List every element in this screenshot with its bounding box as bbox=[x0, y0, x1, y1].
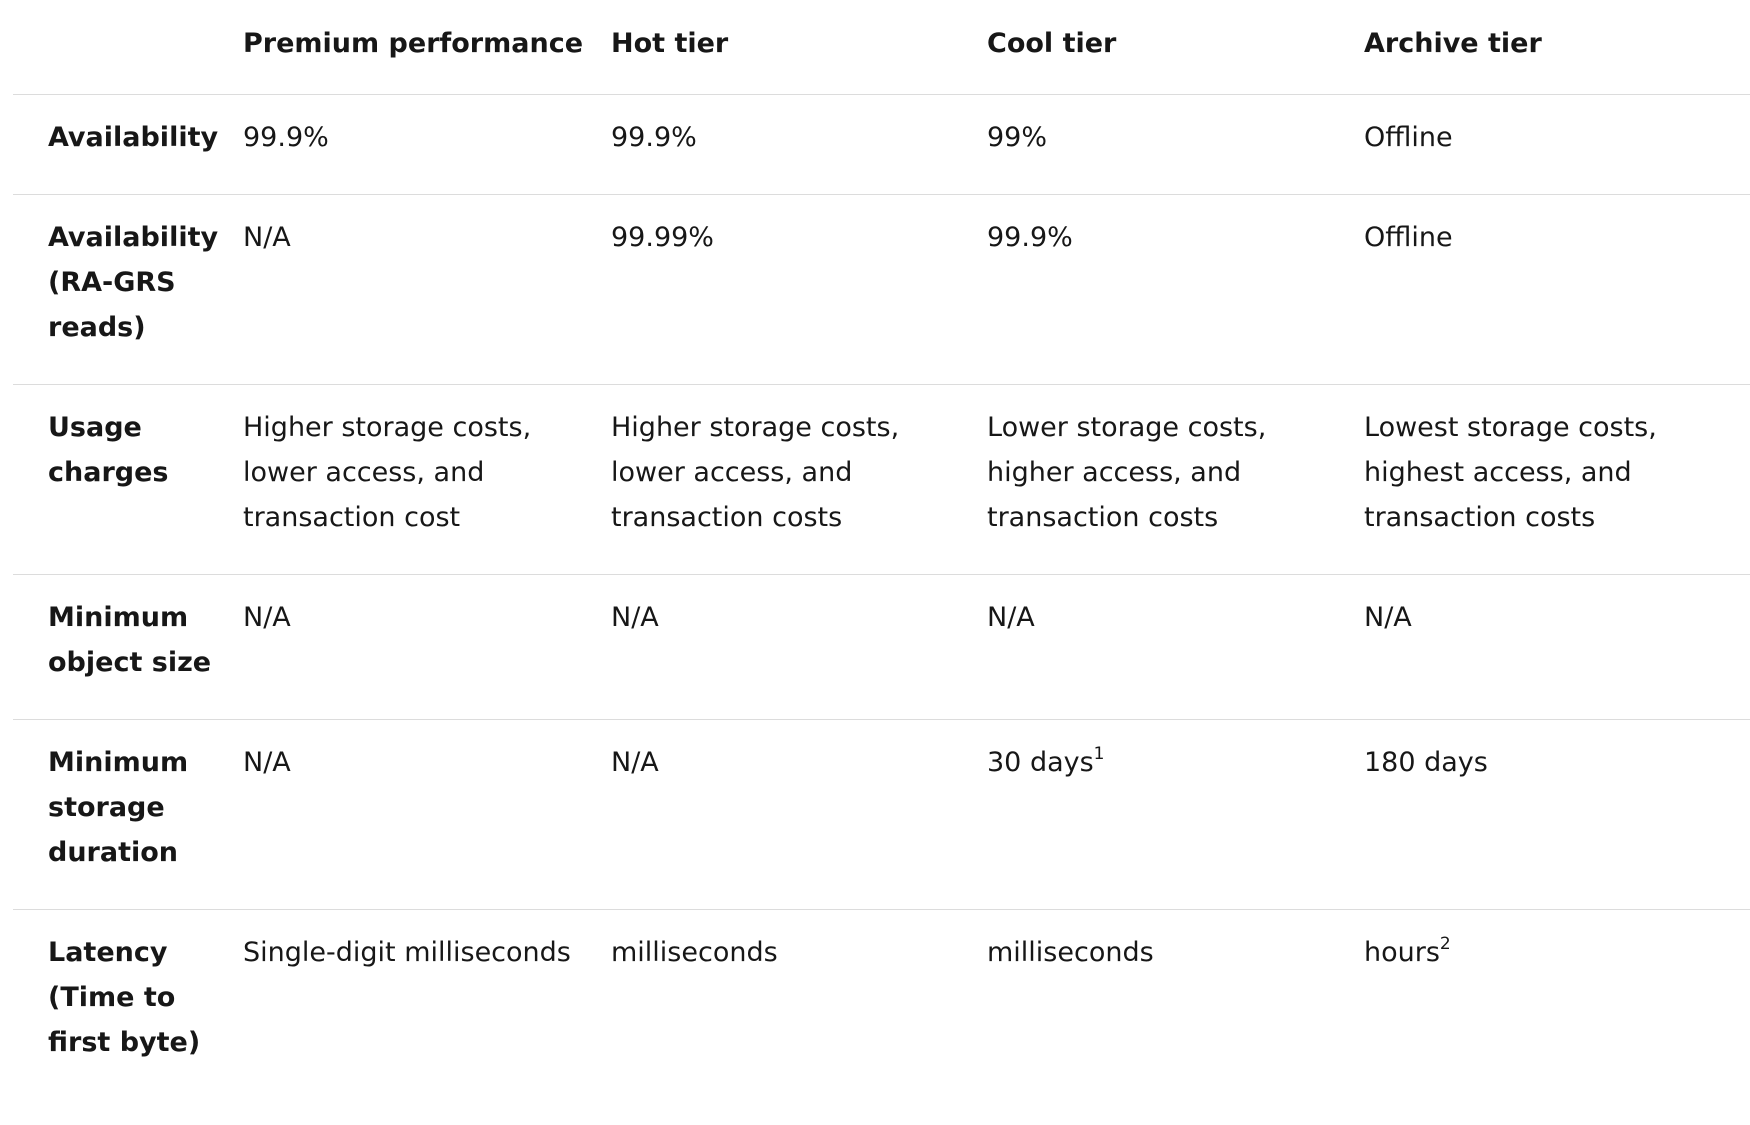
row-label: Availability bbox=[48, 122, 219, 153]
table-row-latency: Latency (Time to first byte) Single-digi… bbox=[13, 910, 1750, 1091]
cell-hot: Higher storage costs, lower access, and … bbox=[611, 385, 987, 575]
row-label: Usage charges bbox=[48, 412, 169, 488]
cell-text: Higher storage costs, lower access, and … bbox=[611, 412, 900, 533]
header-hot-tier: Hot tier bbox=[611, 0, 987, 95]
cell-text: Lowest storage costs, highest access, an… bbox=[1364, 412, 1657, 533]
cell-text: 180 days bbox=[1364, 747, 1488, 778]
cell-text: Higher storage costs, lower access, and … bbox=[243, 412, 532, 533]
cell-hot: N/A bbox=[611, 720, 987, 910]
footnote-marker: 1 bbox=[1093, 744, 1105, 764]
cell-text: N/A bbox=[243, 222, 291, 253]
cell-text: Offline bbox=[1364, 122, 1453, 153]
cell-archive: Offline bbox=[1364, 195, 1750, 385]
cell-premium: 99.9% bbox=[243, 95, 611, 195]
cell-text: 99.9% bbox=[243, 122, 329, 153]
footnote-marker: 2 bbox=[1439, 934, 1451, 954]
cell-text: milliseconds bbox=[987, 937, 1154, 968]
cell-archive: Offline bbox=[1364, 95, 1750, 195]
cell-cool: milliseconds bbox=[987, 910, 1364, 1091]
cell-text: 99.9% bbox=[987, 222, 1073, 253]
table-row-availability-ra-grs: Availability (RA-GRS reads) N/A 99.99% 9… bbox=[13, 195, 1750, 385]
cell-premium: N/A bbox=[243, 195, 611, 385]
cell-premium: N/A bbox=[243, 720, 611, 910]
cell-text: N/A bbox=[611, 602, 659, 633]
table-row-minimum-storage-duration: Minimum storage duration N/A N/A 30 days… bbox=[13, 720, 1750, 910]
cell-archive: N/A bbox=[1364, 575, 1750, 720]
cell-cool: 99% bbox=[987, 95, 1364, 195]
cell-text: 99.99% bbox=[611, 222, 714, 253]
header-cool-tier: Cool tier bbox=[987, 0, 1364, 95]
cell-text: hours bbox=[1364, 937, 1440, 968]
cell-archive: Lowest storage costs, highest access, an… bbox=[1364, 385, 1750, 575]
table-row-minimum-object-size: Minimum object size N/A N/A N/A N/A bbox=[13, 575, 1750, 720]
cell-text: Offline bbox=[1364, 222, 1453, 253]
header-corner bbox=[13, 0, 243, 95]
cell-hot: 99.9% bbox=[611, 95, 987, 195]
cell-text: milliseconds bbox=[611, 937, 778, 968]
cell-hot: milliseconds bbox=[611, 910, 987, 1091]
cell-text: 30 days bbox=[987, 747, 1094, 778]
row-label: Availability (RA-GRS reads) bbox=[48, 222, 219, 343]
cell-premium: Single-digit milliseconds bbox=[243, 910, 611, 1091]
table-header: Premium performance Hot tier Cool tier A… bbox=[13, 0, 1750, 95]
table-body: Availability 99.9% 99.9% 99% Offline Ava… bbox=[13, 95, 1750, 1091]
cell-cool: N/A bbox=[987, 575, 1364, 720]
cell-hot: N/A bbox=[611, 575, 987, 720]
cell-cool: Lower storage costs, higher access, and … bbox=[987, 385, 1364, 575]
cell-text: N/A bbox=[1364, 602, 1412, 633]
storage-tiers-comparison-table: Premium performance Hot tier Cool tier A… bbox=[13, 0, 1750, 1090]
table-row-usage-charges: Usage charges Higher storage costs, lowe… bbox=[13, 385, 1750, 575]
cell-text: N/A bbox=[243, 747, 291, 778]
cell-text: N/A bbox=[243, 602, 291, 633]
cell-text: 99% bbox=[987, 122, 1048, 153]
cell-text: Lower storage costs, higher access, and … bbox=[987, 412, 1267, 533]
header-row: Premium performance Hot tier Cool tier A… bbox=[13, 0, 1750, 95]
cell-text: 99.9% bbox=[611, 122, 697, 153]
cell-archive: 180 days bbox=[1364, 720, 1750, 910]
cell-text: Single-digit milliseconds bbox=[243, 937, 571, 968]
cell-cool: 30 days1 bbox=[987, 720, 1364, 910]
cell-premium: Higher storage costs, lower access, and … bbox=[243, 385, 611, 575]
row-label: Latency (Time to first byte) bbox=[48, 937, 201, 1058]
row-label: Minimum object size bbox=[48, 602, 212, 678]
row-label: Minimum storage duration bbox=[48, 747, 189, 868]
table-row-availability: Availability 99.9% 99.9% 99% Offline bbox=[13, 95, 1750, 195]
cell-hot: 99.99% bbox=[611, 195, 987, 385]
cell-premium: N/A bbox=[243, 575, 611, 720]
cell-text: N/A bbox=[611, 747, 659, 778]
cell-cool: 99.9% bbox=[987, 195, 1364, 385]
cell-text: N/A bbox=[987, 602, 1035, 633]
cell-archive: hours2 bbox=[1364, 910, 1750, 1091]
header-premium-performance: Premium performance bbox=[243, 0, 611, 95]
header-archive-tier: Archive tier bbox=[1364, 0, 1750, 95]
